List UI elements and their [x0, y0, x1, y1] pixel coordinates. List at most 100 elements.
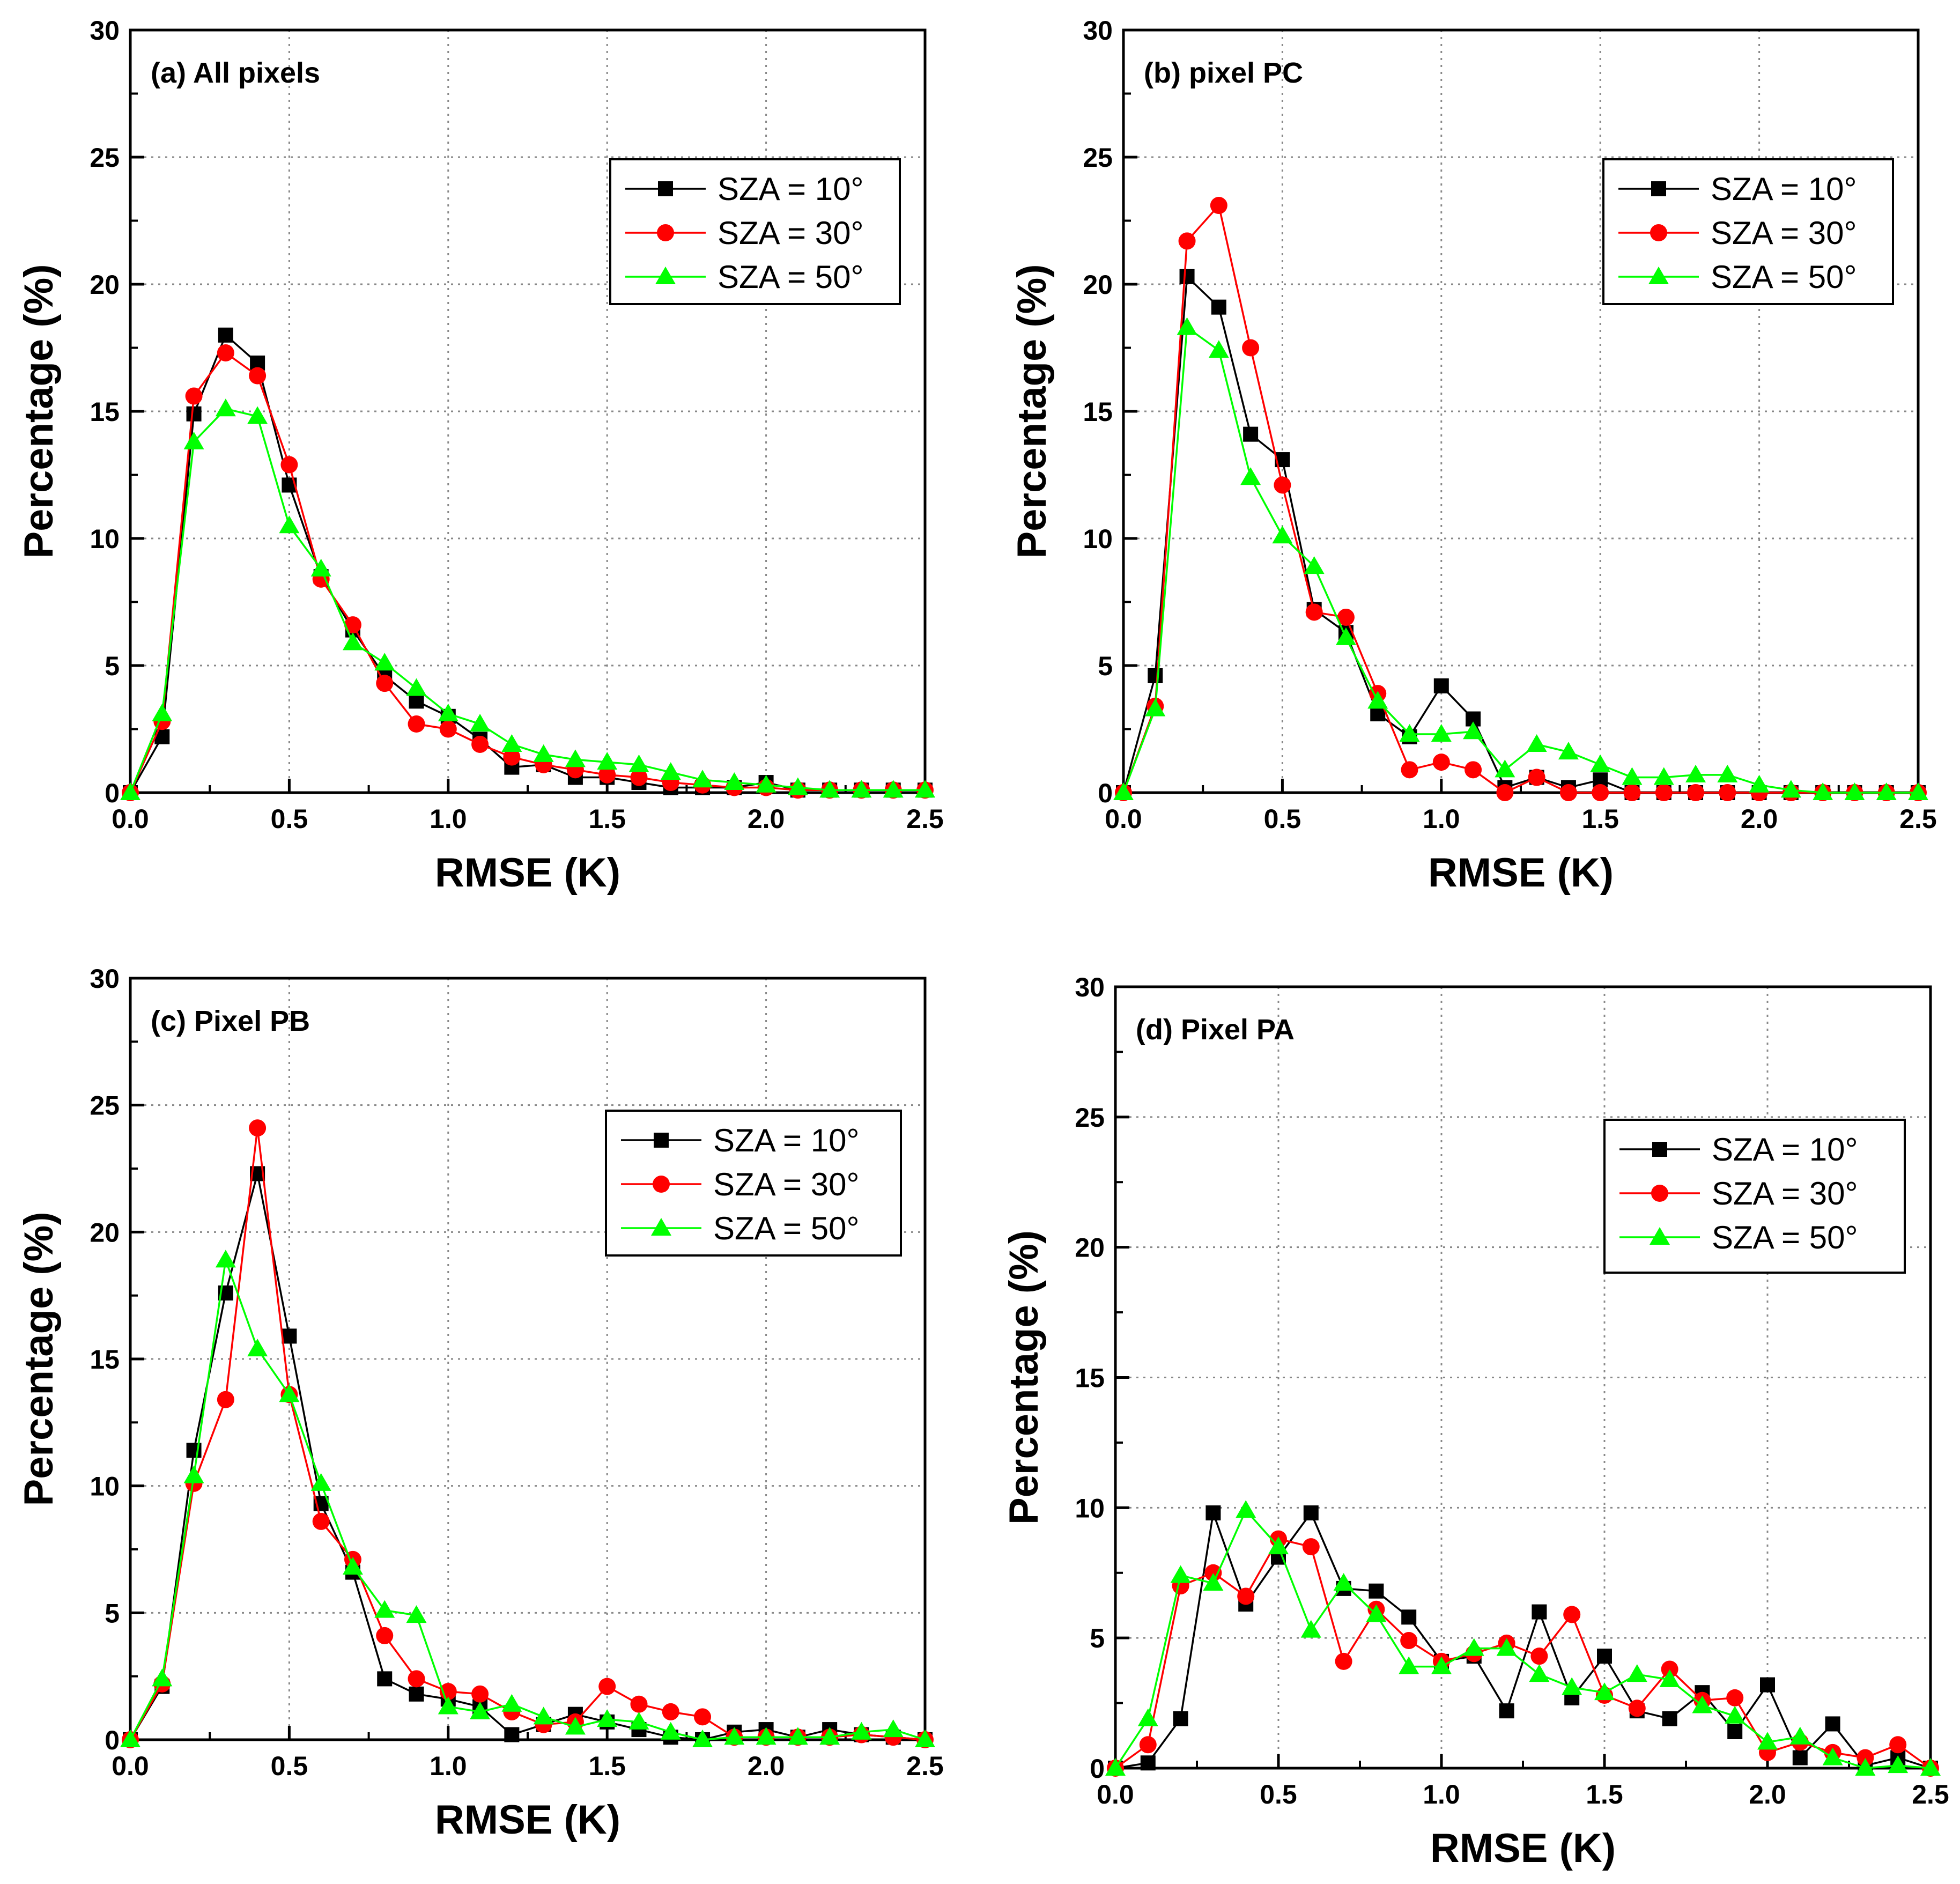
panel-label: (b) pixel PC	[1144, 57, 1303, 89]
data-point	[662, 1703, 679, 1720]
x-tick-label: 1.0	[430, 804, 467, 834]
data-point	[504, 1727, 519, 1742]
legend-marker	[654, 1133, 669, 1148]
y-tick-label: 0	[1090, 1754, 1105, 1784]
y-tick-label: 15	[1075, 1363, 1105, 1393]
data-point	[1210, 197, 1227, 214]
y-tick-label: 30	[1083, 16, 1113, 46]
x-axis-title: RMSE (K)	[435, 1797, 620, 1843]
data-point	[1726, 1689, 1743, 1706]
legend-entry: SZA = 50°	[1711, 259, 1857, 295]
y-tick-label: 0	[105, 1725, 120, 1755]
data-point	[1760, 1678, 1775, 1693]
x-tick-label: 0.0	[112, 804, 149, 834]
legend-entry: SZA = 10°	[718, 171, 864, 207]
data-point	[1528, 769, 1545, 786]
data-point	[249, 1119, 266, 1136]
data-point	[1563, 1606, 1580, 1623]
y-tick-label: 20	[90, 1217, 120, 1247]
x-tick-label: 0.5	[271, 804, 308, 834]
y-tick-label: 10	[90, 1472, 120, 1502]
data-point	[1237, 1587, 1254, 1605]
legend-marker	[1651, 181, 1666, 196]
data-point	[1179, 232, 1196, 249]
legend: SZA = 10° SZA = 30° SZA = 50°	[1604, 1120, 1905, 1273]
data-point	[313, 1513, 330, 1530]
panel-label: (c) Pixel PB	[151, 1005, 310, 1037]
data-point	[1306, 603, 1323, 620]
legend-marker	[653, 1176, 670, 1193]
data-point	[471, 736, 489, 753]
data-point	[1242, 339, 1259, 357]
data-point	[408, 715, 425, 733]
x-tick-label: 1.5	[1581, 804, 1619, 834]
y-tick-label: 5	[105, 1598, 120, 1628]
y-tick-label: 0	[1098, 778, 1113, 808]
data-point	[1727, 1724, 1742, 1739]
legend-entry: SZA = 10°	[1711, 171, 1857, 207]
data-point	[1180, 269, 1195, 284]
y-tick-label: 25	[1083, 143, 1113, 173]
data-point	[471, 1686, 489, 1703]
data-point	[1592, 784, 1609, 801]
legend: SZA = 10° SZA = 30° SZA = 50°	[1603, 159, 1893, 304]
data-point	[249, 367, 266, 385]
data-point	[217, 1391, 234, 1408]
data-point	[1719, 784, 1736, 801]
legend-entry: SZA = 10°	[1712, 1132, 1858, 1168]
data-point	[1243, 427, 1258, 442]
x-tick-label: 0.0	[1105, 804, 1142, 834]
x-tick-label: 1.5	[588, 1751, 626, 1781]
data-point	[1148, 668, 1163, 683]
data-point	[1496, 784, 1513, 801]
x-tick-label: 2.5	[1899, 804, 1937, 834]
data-point	[1889, 1736, 1906, 1753]
panel-label: (a) All pixels	[151, 57, 320, 89]
y-tick-label: 5	[105, 651, 120, 681]
data-point	[1499, 1703, 1514, 1718]
data-point	[1401, 1609, 1416, 1624]
data-point	[630, 1696, 647, 1713]
legend-marker	[658, 181, 673, 196]
x-axis-title: RMSE (K)	[1430, 1826, 1616, 1871]
data-point	[1433, 753, 1450, 771]
data-point	[1597, 1649, 1612, 1664]
legend: SZA = 10° SZA = 30° SZA = 50°	[606, 1111, 901, 1255]
y-tick-label: 10	[90, 524, 120, 554]
legend-entry: SZA = 50°	[713, 1210, 860, 1246]
legend-entry: SZA = 30°	[1711, 215, 1857, 251]
data-point	[1369, 1584, 1384, 1599]
data-point	[1793, 1750, 1808, 1765]
legend-entry: SZA = 30°	[713, 1166, 860, 1202]
data-point	[280, 456, 298, 474]
data-point	[1211, 300, 1226, 315]
legend: SZA = 10° SZA = 30° SZA = 50°	[610, 159, 900, 304]
x-tick-label: 1.5	[588, 804, 626, 834]
legend-entry: SZA = 50°	[718, 259, 864, 295]
y-axis-title: Percentage (%)	[16, 1211, 62, 1506]
legend-marker	[1652, 1142, 1667, 1157]
data-point	[376, 1627, 393, 1644]
legend-marker	[1651, 1185, 1668, 1202]
data-point	[1629, 1700, 1646, 1717]
y-tick-label: 10	[1075, 1493, 1105, 1523]
data-point	[1205, 1505, 1221, 1520]
y-tick-label: 25	[90, 1091, 120, 1121]
data-point	[1530, 1647, 1548, 1665]
data-point	[1303, 1538, 1320, 1555]
legend-entry: SZA = 30°	[718, 215, 864, 251]
y-tick-label: 25	[90, 143, 120, 173]
x-tick-label: 2.0	[748, 1751, 785, 1781]
x-tick-label: 0.5	[271, 1751, 308, 1781]
y-axis-title: Percentage (%)	[16, 264, 62, 558]
data-point	[1173, 1711, 1188, 1726]
x-tick-label: 2.0	[748, 804, 785, 834]
y-tick-label: 15	[90, 397, 120, 427]
legend-entry: SZA = 30°	[1712, 1176, 1858, 1211]
data-point	[376, 675, 393, 692]
x-tick-label: 1.0	[430, 1751, 467, 1781]
legend-entry: SZA = 50°	[1712, 1220, 1858, 1255]
legend-marker	[657, 224, 674, 241]
data-point	[1304, 1505, 1319, 1520]
legend-entry: SZA = 10°	[713, 1122, 860, 1158]
